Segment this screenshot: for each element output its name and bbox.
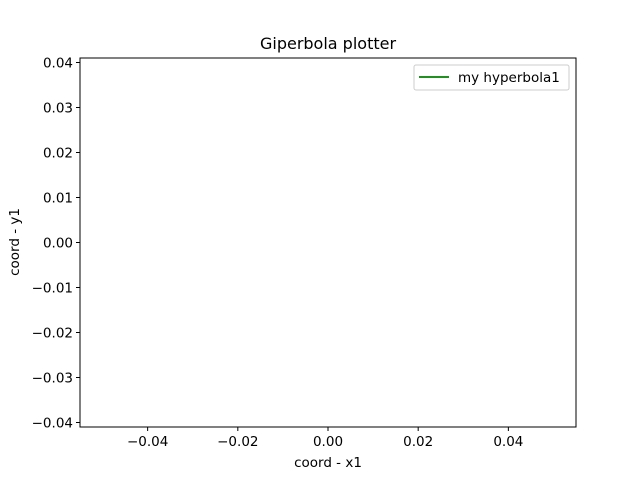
x-tick-label: 0.00 [313,434,343,450]
y-axis-ticks: −0.04 −0.03 −0.02 −0.01 0.00 0.01 0.02 0.03 0.04 [32,56,80,432]
x-axis-ticks: −0.04 −0.02 0.00 0.02 0.04 [127,427,523,450]
y-tick-label: 0.02 [43,146,73,162]
y-tick-label: −0.04 [32,416,73,432]
x-tick-label: −0.02 [217,434,258,450]
chart-title: Giperbola plotter [260,34,396,53]
x-tick-label: 0.02 [403,434,433,450]
legend-frame [413,64,570,91]
y-tick-label: −0.02 [32,326,73,342]
y-tick-label: −0.03 [32,371,73,387]
y-tick-label: 0.03 [43,101,73,117]
x-axis-label: coord - x1 [294,455,362,471]
x-tick-label: 0.04 [493,434,523,450]
y-tick-label: 0.01 [43,191,73,207]
y-axis-label: coord - y1 [7,208,23,276]
y-tick-label: 0.04 [43,56,73,72]
y-tick-label: 0.00 [43,236,73,252]
legend-label-my-hyperbola1: my hyperbola1 [458,70,560,86]
plot-frame [79,57,577,428]
x-tick-label: −0.04 [127,434,168,450]
plot-area [80,58,576,427]
y-tick-label: −0.01 [32,281,73,297]
legend: my hyperbola1 [413,64,570,91]
